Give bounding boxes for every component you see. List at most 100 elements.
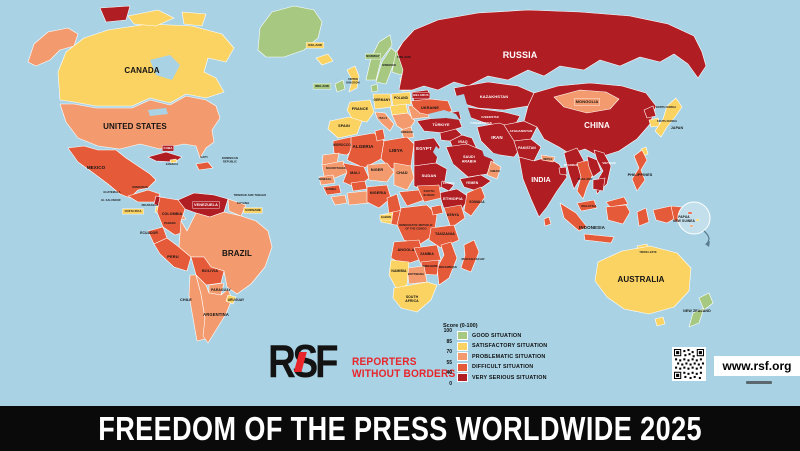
legend-label-good: GOOD SITUATION [472, 332, 522, 339]
region-arctic-islands-2 [181, 11, 207, 27]
legend-row-satisfactory: SATISFACTORY SITUATION [457, 341, 548, 352]
legend-swatch-very_serious [457, 373, 468, 383]
country-uruguay [225, 294, 237, 305]
country-italy [374, 111, 395, 132]
country-cambodia [592, 177, 606, 192]
sea-persian-gulf [482, 150, 498, 160]
country-afghanistan [503, 120, 538, 142]
country-tunisia [374, 128, 386, 142]
legend-row-difficult: DIFFICULT SITUATION [457, 362, 547, 373]
country-argentina [195, 274, 233, 344]
country-russia [396, 9, 707, 91]
country-malaysia-peninsula [576, 199, 598, 212]
country-north-korea [643, 105, 657, 119]
country-java [583, 233, 615, 244]
label-costa_rica: COSTA RICA [125, 209, 142, 213]
country-jamaica [169, 158, 178, 164]
country-philippines [631, 149, 648, 192]
website-link[interactable]: www.rsf.org [714, 356, 800, 376]
country-malaysia-borneo [605, 196, 629, 208]
country-angola [390, 239, 425, 266]
country-china [523, 82, 657, 158]
country-senegal [318, 174, 336, 186]
legend-swatch-problematic [457, 352, 468, 362]
legend-swatch-satisfactory [457, 341, 468, 351]
legend-tick-40: 40 [446, 370, 452, 376]
country-peru [153, 237, 192, 272]
country-australia [594, 245, 692, 315]
label-trinidad: TRINIDAD AND TOBAGO [234, 193, 267, 197]
country-botswana [406, 265, 428, 285]
country-alaska [27, 27, 79, 67]
country-germany [372, 93, 393, 110]
country-mexico [67, 145, 157, 199]
sea-caspian [456, 94, 472, 124]
sea-red-sea [433, 146, 462, 180]
title-banner: FREEDOM OF THE PRESS WORLDWIDE 2025 [0, 406, 800, 451]
sea-great-lakes [148, 108, 168, 116]
country-eritrea [440, 180, 455, 192]
country-usa [59, 95, 221, 159]
legend-swatch-good [457, 331, 468, 341]
legend-tick-70: 70 [446, 349, 452, 355]
poster-title: FREEDOM OF THE PRESS WORLDWIDE 2025 [98, 409, 702, 447]
qr-code-pattern [674, 349, 704, 379]
country-japan [654, 97, 683, 138]
country-yemen [459, 174, 492, 192]
country-cuba [147, 151, 183, 163]
legend-scale-title: Score (0-100) [443, 323, 478, 329]
legend-tick-0: 0 [449, 380, 452, 387]
country-sumatra [559, 202, 588, 232]
legend-swatch-difficult [457, 362, 468, 372]
legend-tick-100: 100 [443, 328, 452, 334]
country-poland [390, 91, 412, 107]
label-dominican: DOMINICAN REPUBLIC [222, 156, 238, 163]
country-kenya [443, 204, 466, 229]
sea-black-sea [428, 110, 460, 120]
country-tasmania [654, 316, 666, 327]
country-niger [366, 162, 395, 183]
legend-tick-55: 55 [446, 359, 452, 366]
legend-row-good: GOOD SITUATION [457, 331, 547, 341]
country-namibia [388, 259, 410, 291]
country-uganda [430, 204, 444, 216]
country-nepal [540, 154, 556, 163]
region-ghana-togo-benin [346, 190, 370, 206]
legend: Score (0-100) 100 85 70 55 40 0 GOOD SITUATIO… [443, 323, 547, 387]
country-chad [393, 162, 415, 191]
legend-label-very_serious: VERY SERIOUS SITUATION [472, 374, 547, 381]
country-greenland [257, 5, 323, 58]
rsf-logo: RSF REPORTERS WITHOUT BORDERS [268, 338, 464, 384]
country-iceland [315, 53, 334, 66]
label-ireland: IRELAND [315, 84, 330, 88]
legend-label-satisfactory: SATISFACTORY SITUATION [472, 343, 548, 350]
country-sri-lanka [543, 216, 552, 227]
country-oman [486, 160, 502, 180]
country-nigeria [366, 184, 392, 209]
legend-rows: GOOD SITUATION SATISFACTORY SITUATION PROB… [457, 331, 547, 383]
rsf-name: REPORTERS WITHOUT BORDERS [352, 356, 455, 380]
country-madagascar [460, 239, 480, 273]
country-burkina-faso [350, 180, 368, 192]
region-chukotka [99, 5, 131, 23]
country-nz-south [688, 307, 705, 328]
label-el_salvador: EL SALVADOR [101, 198, 120, 202]
country-kalimantan [605, 204, 631, 225]
country-denmark [370, 83, 379, 93]
credit-smudge [746, 381, 772, 384]
legend-row-problematic: PROBLEMATIC SITUATION [457, 352, 547, 362]
country-canada [57, 23, 235, 107]
legend-label-problematic: PROBLEMATIC SITUATION [472, 353, 546, 360]
label-box-suriname [243, 207, 263, 214]
country-laos [586, 155, 602, 178]
country-pakistan [513, 138, 542, 162]
region-liberia-ivory-coast [330, 194, 348, 206]
country-nz-north [698, 292, 714, 311]
country-uk [346, 65, 360, 93]
legend-label-difficult: DIFFICULT SITUATION [472, 364, 534, 371]
country-india [518, 156, 568, 218]
country-iberia [327, 116, 363, 139]
country-south-sudan [416, 184, 442, 203]
